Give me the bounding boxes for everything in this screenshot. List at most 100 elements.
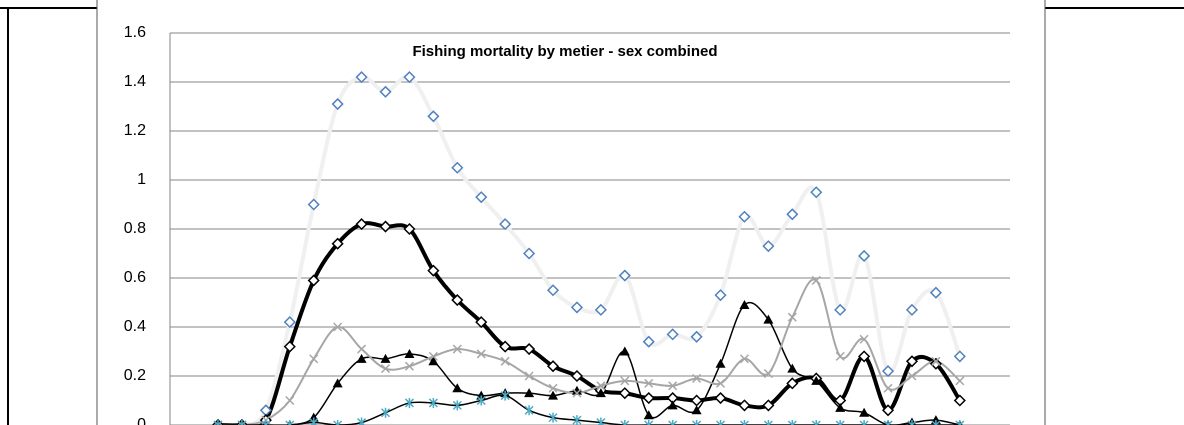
marker bbox=[594, 303, 607, 316]
marker bbox=[356, 353, 367, 363]
marker bbox=[524, 405, 534, 416]
marker bbox=[834, 303, 847, 316]
marker bbox=[499, 340, 512, 353]
marker bbox=[451, 161, 464, 174]
marker bbox=[333, 322, 343, 332]
marker bbox=[715, 358, 726, 368]
marker bbox=[859, 407, 870, 417]
marker bbox=[811, 420, 821, 425]
marker bbox=[570, 369, 584, 383]
series-line bbox=[218, 278, 961, 425]
marker bbox=[451, 293, 464, 307]
marker bbox=[524, 388, 535, 398]
marker bbox=[715, 378, 726, 388]
marker bbox=[907, 420, 917, 425]
marker bbox=[763, 314, 774, 324]
marker bbox=[355, 218, 368, 231]
marker bbox=[619, 346, 630, 356]
marker bbox=[307, 198, 320, 211]
marker bbox=[881, 404, 895, 417]
marker bbox=[476, 349, 486, 359]
marker bbox=[762, 399, 775, 412]
y-tick-label: 0.2 bbox=[124, 367, 146, 384]
marker bbox=[452, 344, 462, 354]
marker bbox=[739, 420, 749, 425]
marker bbox=[452, 400, 462, 411]
marker bbox=[859, 334, 869, 344]
marker bbox=[500, 356, 510, 366]
y-tick-label: 0.4 bbox=[124, 318, 146, 335]
marker bbox=[428, 351, 438, 361]
marker bbox=[667, 400, 678, 410]
marker bbox=[620, 420, 630, 425]
marker bbox=[644, 378, 654, 388]
marker bbox=[763, 420, 773, 425]
y-tick-label: 1.6 bbox=[124, 24, 146, 41]
marker bbox=[380, 407, 391, 418]
marker bbox=[643, 410, 654, 420]
marker bbox=[690, 394, 703, 407]
marker bbox=[428, 397, 438, 408]
marker bbox=[739, 299, 750, 309]
marker bbox=[380, 364, 391, 374]
marker bbox=[403, 222, 416, 236]
marker bbox=[929, 357, 942, 370]
marker bbox=[859, 420, 869, 425]
marker bbox=[955, 420, 965, 425]
marker bbox=[955, 376, 965, 386]
marker bbox=[953, 350, 966, 363]
marker bbox=[524, 371, 534, 381]
marker bbox=[690, 330, 703, 343]
marker bbox=[738, 210, 751, 223]
marker bbox=[572, 415, 582, 425]
marker bbox=[738, 399, 751, 412]
marker bbox=[546, 284, 560, 297]
marker bbox=[548, 390, 559, 400]
marker bbox=[523, 247, 536, 260]
marker bbox=[307, 274, 320, 287]
marker bbox=[883, 420, 893, 425]
marker bbox=[261, 420, 271, 425]
marker bbox=[379, 85, 392, 98]
marker bbox=[931, 356, 941, 366]
series-line bbox=[217, 301, 960, 425]
marker bbox=[763, 369, 773, 379]
marker bbox=[499, 218, 512, 231]
marker bbox=[404, 397, 414, 408]
marker bbox=[786, 377, 799, 390]
marker bbox=[379, 220, 392, 233]
series-line bbox=[218, 74, 962, 425]
marker bbox=[595, 388, 606, 398]
marker bbox=[811, 275, 821, 285]
marker bbox=[285, 420, 295, 425]
marker bbox=[572, 388, 582, 398]
y-tick-label: 1.2 bbox=[124, 122, 146, 139]
marker bbox=[404, 361, 414, 371]
marker bbox=[835, 420, 845, 425]
marker bbox=[476, 395, 486, 406]
marker bbox=[858, 350, 871, 363]
marker bbox=[548, 383, 558, 393]
marker bbox=[355, 71, 368, 84]
marker bbox=[953, 394, 966, 407]
marker bbox=[427, 110, 440, 123]
marker bbox=[309, 417, 319, 425]
marker bbox=[786, 208, 799, 221]
marker bbox=[427, 264, 440, 277]
marker bbox=[692, 373, 702, 383]
marker bbox=[666, 328, 679, 341]
y-tick-label: 1.4 bbox=[124, 73, 146, 90]
marker bbox=[475, 191, 488, 204]
marker bbox=[692, 420, 702, 425]
marker bbox=[905, 303, 919, 316]
marker bbox=[452, 383, 463, 393]
marker bbox=[642, 335, 655, 348]
marker bbox=[835, 351, 845, 361]
marker bbox=[546, 360, 560, 373]
marker bbox=[883, 383, 893, 393]
marker bbox=[929, 286, 942, 299]
marker bbox=[762, 240, 775, 253]
marker bbox=[331, 237, 344, 250]
marker bbox=[810, 186, 823, 199]
